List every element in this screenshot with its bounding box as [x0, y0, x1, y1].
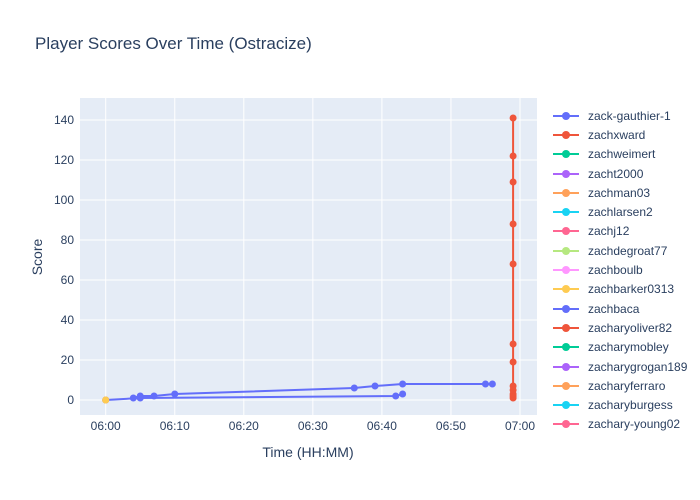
- data-point-zachbaca[interactable]: [481, 380, 489, 388]
- legend-item-zachbarker0313[interactable]: zachbarker0313: [551, 280, 687, 299]
- legend-label: zack-gauthier-1: [588, 108, 671, 123]
- y-tick-label: 140: [54, 113, 74, 127]
- legend-line-dot-icon: [553, 401, 579, 410]
- legend-item-zacharygrogan189[interactable]: zacharygrogan189: [551, 357, 687, 376]
- legend-line-dot-icon: [553, 285, 579, 294]
- legend-item-zacharyoliver82[interactable]: zacharyoliver82: [551, 318, 687, 337]
- legend-label: zachweimert: [588, 147, 656, 162]
- legend-item-zachboulb[interactable]: zachboulb: [551, 260, 687, 279]
- legend-line-dot-icon: [553, 227, 579, 236]
- y-tick-label: 100: [54, 193, 74, 207]
- data-point-zachbarker0313[interactable]: [102, 396, 110, 404]
- legend-line-dot-icon: [553, 304, 579, 313]
- legend-label: zacharyburgess: [588, 398, 673, 413]
- legend-label: zachboulb: [588, 263, 643, 278]
- series-line-zack-gauthier-1: [105, 393, 403, 401]
- legend-line-dot-icon: [553, 111, 579, 120]
- legend-item-zachxward[interactable]: zachxward: [551, 125, 687, 144]
- data-point-zachbaca[interactable]: [150, 392, 158, 400]
- legend-line-dot-icon: [553, 266, 579, 275]
- y-tick-label: 0: [67, 393, 74, 407]
- plot-background: [80, 98, 537, 415]
- legend-item-zacharyburgess[interactable]: zacharyburgess: [551, 395, 687, 414]
- legend-label: zacht2000: [588, 166, 644, 181]
- legend-line-dot-icon: [553, 323, 579, 332]
- data-point-zachxward[interactable]: [509, 178, 517, 186]
- data-point-zachxward[interactable]: [509, 340, 517, 348]
- legend-line-dot-icon: [553, 169, 579, 178]
- legend-item-zachdegroat77[interactable]: zachdegroat77: [551, 241, 687, 260]
- legend-item-zachj12[interactable]: zachj12: [551, 222, 687, 241]
- legend-line-dot-icon: [553, 188, 579, 197]
- legend-item-zachman03[interactable]: zachman03: [551, 183, 687, 202]
- legend-item-zack-gauthier-1[interactable]: zack-gauthier-1: [551, 106, 687, 125]
- data-point-zachbaca[interactable]: [136, 392, 144, 400]
- y-tick-label: 20: [61, 353, 75, 367]
- data-point-zachbaca[interactable]: [350, 384, 358, 392]
- legend-item-zachary-young02[interactable]: zachary-young02: [551, 415, 687, 434]
- x-tick-label: 06:10: [160, 419, 190, 433]
- legend: zack-gauthier-1 zachxward zachweimert zacht…: [551, 106, 687, 434]
- chart-title: Player Scores Over Time (Ostracize): [35, 34, 312, 53]
- legend-line-dot-icon: [553, 343, 579, 352]
- legend-item-zachweimert[interactable]: zachweimert: [551, 145, 687, 164]
- legend-line-dot-icon: [553, 208, 579, 217]
- x-tick-label: 06:50: [436, 419, 466, 433]
- legend-line-dot-icon: [553, 420, 579, 429]
- y-axis-title: Score: [29, 238, 45, 276]
- x-axis-title: Time (HH:MM): [262, 444, 354, 460]
- data-point-zachxward[interactable]: [509, 260, 517, 268]
- legend-line-dot-icon: [553, 130, 579, 139]
- legend-label: zachary-young02: [588, 417, 681, 432]
- legend-label: zachman03: [588, 185, 651, 200]
- x-tick-label: 06:30: [298, 419, 328, 433]
- legend-item-zachlarsen2[interactable]: zachlarsen2: [551, 202, 687, 221]
- legend-item-zacharymobley[interactable]: zacharymobley: [551, 338, 687, 357]
- data-point-zachbaca[interactable]: [371, 382, 379, 390]
- x-tick-label: 06:40: [367, 419, 397, 433]
- x-tick-label: 07:00: [505, 419, 535, 433]
- y-tick-label: 40: [61, 313, 75, 327]
- legend-label: zacharyferraro: [588, 378, 666, 393]
- legend-line-dot-icon: [553, 362, 579, 371]
- data-point-zachxward[interactable]: [509, 358, 517, 366]
- y-tick-label: 80: [61, 233, 75, 247]
- y-tick-label: 120: [54, 153, 74, 167]
- data-point-zachxward[interactable]: [509, 382, 517, 390]
- data-point-zachbaca[interactable]: [171, 390, 179, 398]
- legend-label: zachbarker0313: [588, 282, 675, 297]
- legend-label: zachdegroat77: [588, 243, 668, 258]
- data-point-zachbaca[interactable]: [488, 380, 496, 388]
- legend-line-dot-icon: [553, 381, 579, 390]
- data-point-zack-gauthier-1[interactable]: [392, 392, 400, 400]
- x-tick-label: 06:00: [91, 419, 121, 433]
- legend-line-dot-icon: [553, 246, 579, 255]
- data-point-zachxward[interactable]: [509, 114, 517, 122]
- legend-label: zachxward: [588, 127, 646, 142]
- legend-item-zacht2000[interactable]: zacht2000: [551, 164, 687, 183]
- legend-item-zachbaca[interactable]: zachbaca: [551, 299, 687, 318]
- data-point-zachbaca[interactable]: [399, 380, 407, 388]
- legend-label: zacharyoliver82: [588, 320, 673, 335]
- data-point-zack-gauthier-1[interactable]: [399, 390, 407, 398]
- data-point-zachxward[interactable]: [509, 220, 517, 228]
- x-tick-label: 06:20: [229, 419, 259, 433]
- legend-line-dot-icon: [553, 150, 579, 159]
- y-tick-label: 60: [61, 273, 75, 287]
- legend-label: zachbaca: [588, 301, 640, 316]
- legend-label: zacharygrogan189: [588, 359, 688, 374]
- legend-item-zacharyferraro[interactable]: zacharyferraro: [551, 376, 687, 395]
- legend-label: zacharymobley: [588, 340, 669, 355]
- legend-label: zachj12: [588, 224, 630, 239]
- data-point-zachxward[interactable]: [509, 152, 517, 160]
- data-point-zachbaca[interactable]: [129, 394, 137, 402]
- legend-label: zachlarsen2: [588, 205, 653, 220]
